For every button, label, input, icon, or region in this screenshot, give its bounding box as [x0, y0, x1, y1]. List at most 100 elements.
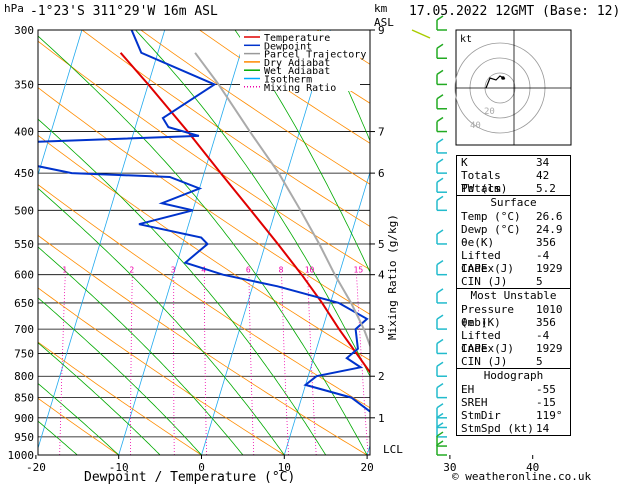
wind-barb-flag [436, 158, 444, 164]
x-axis-title: Dewpoint / Temperature (°C) [84, 470, 296, 485]
hodograph-stat-value: -55 [536, 383, 556, 396]
surface-value: 356 [536, 236, 556, 249]
wind-barb-flag [436, 338, 444, 345]
temperature-tick-label: 20 [360, 461, 373, 474]
mixing-ratio-tick-label: 4 [201, 266, 206, 275]
surface-value: -4 [536, 249, 550, 262]
wind-barb-flag [436, 288, 444, 294]
most-unstable-value: 356 [536, 316, 556, 329]
hodograph-stat-value: 14 [536, 422, 550, 435]
hodograph-stat-value: -15 [536, 396, 556, 409]
isotherm-line [201, 30, 331, 455]
plot-frame [37, 29, 371, 456]
surface-value: 24.9 [536, 223, 563, 236]
wet-adiabat-line [38, 187, 285, 455]
mixing-ratio-tick-label: 8 [279, 266, 284, 275]
most-unstable-label: CIN (J) [461, 355, 508, 368]
mixing-ratio-tick-label: 3 [171, 266, 176, 275]
temperature-tick-label: -20 [26, 461, 46, 474]
hodograph-stat-row: SREH -15 [457, 396, 570, 409]
pressure-tick-label: 350 [14, 78, 34, 91]
hodograph-stat-label: StmDir [461, 409, 501, 422]
mixing-ratio-tick-label: 25 [418, 266, 428, 275]
km-tick-label: 7 [378, 126, 385, 139]
hpa-unit-label: hPa [4, 2, 24, 15]
temperature-tick-label: 10 [278, 461, 291, 474]
dry-adiabat-line [38, 184, 370, 409]
wind-barb-flag [436, 138, 444, 144]
mixing-ratio-tick-label: 15 [354, 266, 364, 275]
km-tick-label: 6 [378, 167, 385, 180]
km-text: km [374, 2, 388, 15]
surface-row: Dewp (°C) 24.9 [457, 223, 570, 236]
index-label: K [461, 156, 468, 169]
surface-label: Lifted Index [461, 249, 501, 275]
isotherm-line [616, 30, 629, 455]
temperature-tick-label: 0 [198, 461, 205, 474]
wind-barb-flag [436, 116, 444, 123]
dewpoint-line [38, 30, 370, 413]
pressure-tick-label: 750 [14, 347, 34, 360]
index-value: 34 [536, 156, 550, 169]
pressure-tick-label: 400 [14, 126, 34, 139]
wind-barb-flag [436, 383, 444, 389]
isotherm-line [38, 30, 83, 177]
most-unstable-row: CIN (J) 5 [457, 355, 570, 368]
km-tick-label: 2 [378, 370, 385, 383]
dry-adiabat-line [38, 287, 285, 455]
temperature-tick-label: 30 [443, 461, 456, 474]
most-unstable-value: 1010 [536, 303, 563, 316]
mixing-ratio-line [356, 274, 369, 455]
most-unstable-label: Pressure (mb) [461, 303, 514, 329]
surface-row: Temp (°C) 26.6 [457, 210, 570, 223]
hodograph-stat-row: EH -55 [457, 383, 570, 396]
wind-barb-flag [436, 260, 444, 266]
surface-label: CAPE (J) [461, 262, 514, 275]
dry-adiabat-line [81, 30, 370, 227]
wind-barb-flag [436, 314, 444, 320]
most-unstable-row: Pressure (mb) 1010 [457, 303, 570, 329]
pressure-tick-label: 1000 [8, 449, 35, 462]
legend-entry: Isotherm [264, 75, 312, 86]
surface-row: Lifted Index -4 [457, 249, 570, 275]
index-label: Totals Totals [461, 169, 501, 195]
surface-row: CAPE (J) 1929 [457, 262, 570, 275]
wind-barb-flag [436, 361, 444, 367]
mixing-ratio-tick-label: 1 [62, 266, 67, 275]
hodograph-stat-label: SREH [461, 396, 488, 409]
pressure-tick-label: 850 [14, 392, 34, 405]
hodograph-ring-label: 20 [484, 107, 495, 117]
mixing-ratio-tick-label: 10 [305, 266, 315, 275]
credit-text: © weatheronline.co.uk [452, 470, 592, 483]
surface-value: 5 [536, 275, 543, 288]
index-value: 42 [536, 169, 550, 182]
pressure-tick-label: 800 [14, 370, 34, 383]
wet-adiabat-line [38, 297, 202, 455]
wind-barb-flag [436, 94, 444, 100]
wet-adiabat-line [38, 382, 119, 455]
dry-adiabat-line [38, 234, 368, 455]
pressure-tick-label: 650 [14, 297, 34, 310]
mixing-ratio-line [248, 274, 255, 455]
legend-entry: Temperature [264, 33, 330, 44]
pressure-tick-label: 700 [14, 323, 34, 336]
lcl-label: LCL [383, 443, 403, 456]
wind-barb-flag [436, 69, 444, 76]
mixing-ratio-line [307, 274, 317, 455]
pressure-tick-label: 450 [14, 167, 34, 180]
most-unstable-label: Lifted Index [461, 329, 501, 355]
mixing-ratio-tick-label: 2 [129, 266, 134, 275]
dry-adiabat-line [38, 341, 202, 455]
mixing-ratio-line [59, 274, 66, 455]
location-title: -1°23'S 311°29'W 16m ASL [30, 4, 218, 19]
index-row: PW (cm) 5.2 [457, 182, 570, 195]
indices-table: K 34 Totals Totals 42 PW (cm) 5.2 Surface Tem… [456, 155, 571, 436]
pressure-tick-label: 950 [14, 431, 34, 444]
hodograph-stat-label: EH [461, 383, 475, 396]
most-unstable-value: -4 [536, 329, 550, 342]
most-unstable-row: θe (K) 356 [457, 316, 570, 329]
most-unstable-title: Most Unstable [470, 289, 557, 302]
surface-title: Surface [490, 196, 537, 209]
datetime-title: 17.05.2022 12GMT (Base: 12) [409, 4, 621, 19]
